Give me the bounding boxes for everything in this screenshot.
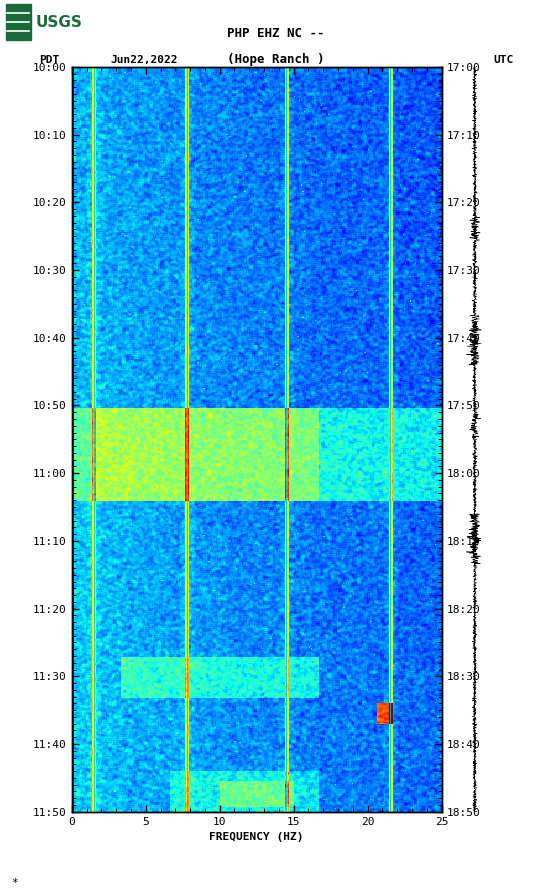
Text: *: * [11, 878, 18, 888]
Text: Jun22,2022: Jun22,2022 [110, 54, 178, 65]
Text: PDT: PDT [39, 54, 59, 65]
Text: USGS: USGS [35, 15, 82, 29]
Text: PHP EHZ NC --: PHP EHZ NC -- [227, 27, 325, 40]
Text: UTC: UTC [493, 54, 513, 65]
X-axis label: FREQUENCY (HZ): FREQUENCY (HZ) [209, 832, 304, 842]
Text: (Hope Ranch ): (Hope Ranch ) [227, 54, 325, 66]
